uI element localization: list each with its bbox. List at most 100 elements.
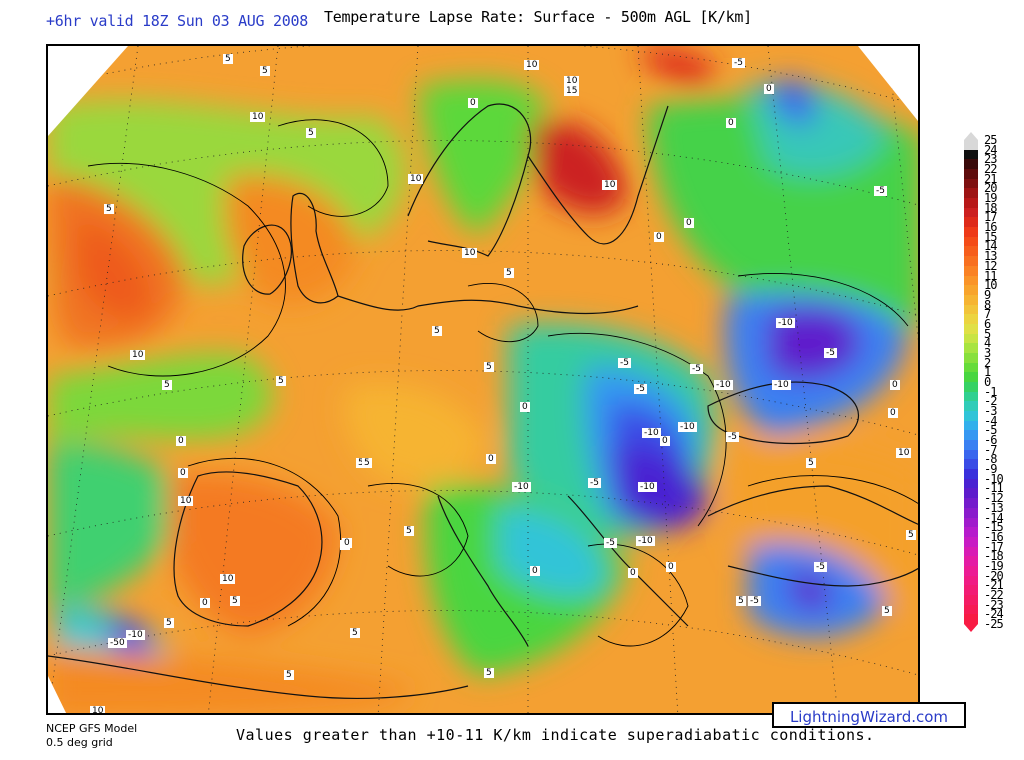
contour-label: 5 [104, 204, 114, 214]
contour-label: 10 [130, 350, 146, 360]
contour-label: 10 [602, 180, 618, 190]
color-scale-tick: -9 [984, 462, 997, 477]
color-scale-cell [964, 236, 978, 247]
color-scale-tick: -6 [984, 433, 997, 448]
map-title: Temperature Lapse Rate: Surface - 500m A… [324, 8, 752, 26]
contour-label: 10 [90, 706, 106, 715]
contour-label: 0 [200, 598, 210, 608]
contour-label: -10 [126, 630, 145, 640]
contour-label: 10 [220, 574, 236, 584]
color-scale-tick: -15 [984, 520, 1004, 535]
color-scale-tick: -5 [984, 423, 997, 438]
contour-label: 0 [764, 84, 774, 94]
color-scale-tick: 2 [984, 355, 991, 370]
color-scale-tick: 11 [984, 268, 997, 283]
color-scale-tick: 19 [984, 191, 997, 206]
color-scale-tick: 20 [984, 181, 997, 196]
contour-label: -10 [512, 482, 531, 492]
color-scale-tick: 18 [984, 200, 997, 215]
color-scale-tick: -14 [984, 510, 1004, 525]
color-scale-cell [964, 556, 978, 567]
color-scale-tick: 3 [984, 345, 991, 360]
color-scale-cell [964, 294, 978, 306]
contour-label: 0 [520, 402, 530, 412]
contour-label: -10 [636, 536, 655, 546]
contour-label: 5 [350, 628, 360, 638]
color-scale-tick: -23 [984, 597, 1004, 612]
color-scale-cell [964, 246, 978, 257]
contour-label: 5 [230, 596, 240, 606]
color-scale-cell [964, 594, 978, 606]
contour-label: 5 [162, 380, 172, 390]
valid-time-label: +6hr valid 18Z Sun 03 AUG 2008 [46, 12, 308, 30]
contour-label: 10 [564, 76, 580, 86]
color-scale-cell [964, 459, 978, 470]
color-scale-cell [964, 498, 978, 509]
grid-resolution: 0.5 deg grid [46, 736, 113, 749]
color-scale-cell [964, 527, 978, 538]
color-scale-tick: -11 [984, 481, 1004, 496]
contour-label: 5 [164, 618, 174, 628]
color-scale-cell [964, 159, 978, 170]
color-scale-cell [964, 469, 978, 480]
contour-label: 10 [896, 448, 912, 458]
contour-label: 5 [806, 458, 816, 468]
contour-label: 5 [284, 670, 294, 680]
contour-label: -50 [108, 638, 127, 648]
contour-label: 0 [628, 568, 638, 578]
color-scale-cell [964, 140, 978, 151]
contour-label: -5 [618, 358, 631, 368]
color-scale-cell [964, 304, 978, 315]
contour-label: -5 [726, 432, 739, 442]
contour-label: -10 [714, 380, 733, 390]
color-scale-cell [964, 188, 978, 199]
color-scale-tick: 25 [984, 133, 997, 147]
color-scale-cell [964, 265, 978, 276]
color-scale-cell [964, 207, 978, 218]
color-scale-cell [964, 314, 978, 325]
scale-bottom-arrow [964, 624, 978, 632]
contour-label: -5 [814, 562, 827, 572]
color-scale-cell [964, 585, 978, 596]
contour-label: 10 [524, 60, 540, 70]
brand-link[interactable]: LightningWizard.com [772, 702, 966, 728]
contour-label: 0 [486, 454, 496, 464]
color-scale-cell [964, 575, 978, 586]
scale-top-arrow [964, 132, 978, 140]
color-scale-cell [964, 536, 978, 548]
color-scale-cell [964, 285, 978, 296]
color-scale-tick: -21 [984, 578, 1004, 593]
contour-label: 0 [530, 566, 540, 576]
color-scale-cell [964, 352, 978, 364]
color-scale-tick: -2 [984, 394, 997, 409]
contour-label: 0 [178, 468, 188, 478]
color-scale-cell [964, 362, 978, 373]
contour-label: 5 [276, 376, 286, 386]
color-scale-tick: -22 [984, 587, 1004, 602]
coastlines [48, 103, 918, 699]
color-scale-cell [964, 169, 978, 180]
color-scale-tick: -16 [984, 529, 1004, 544]
color-scale-cell [964, 546, 978, 557]
color-scale-tick: 12 [984, 258, 997, 273]
color-scale-tick: 22 [984, 162, 997, 177]
color-scale-tick: 7 [984, 307, 991, 322]
contour-label: 0 [726, 118, 736, 128]
color-scale-cell [964, 149, 978, 160]
map-canvas [48, 46, 918, 713]
contour-label: 5 [484, 668, 494, 678]
color-scale-cell [964, 227, 978, 238]
color-scale-tick: 21 [984, 171, 997, 186]
color-scale-cell [964, 488, 978, 499]
contour-label: 5 [260, 66, 270, 76]
contour-label: 5 [432, 326, 442, 336]
contours [87, 119, 918, 647]
contour-label: -10 [776, 318, 795, 328]
color-scale-cell [964, 391, 978, 402]
color-scale-cell [964, 430, 978, 441]
color-scale-tick: -8 [984, 452, 997, 467]
contour-label: 5 [306, 128, 316, 138]
color-scale-tick: 1 [984, 365, 991, 380]
color-scale-tick: 4 [984, 336, 991, 351]
